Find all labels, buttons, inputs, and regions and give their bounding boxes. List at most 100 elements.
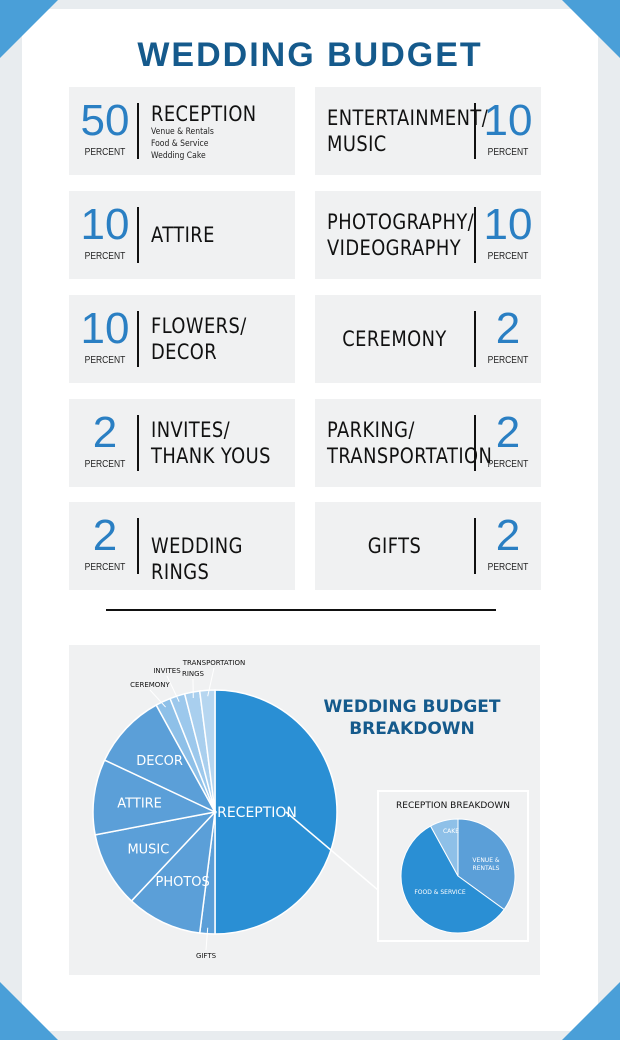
pie-slice: [130, 809, 217, 934]
inset-label: CAKE: [443, 828, 459, 835]
inset-label: VENUE &: [472, 857, 499, 864]
inset-label: FOOD & SERVICE: [414, 889, 466, 896]
percent-label: PERCENT: [84, 251, 126, 262]
budget-card: 10 PERCENT ATTIRE: [69, 191, 295, 279]
corner-decoration: [562, 982, 620, 1040]
pie-leader-line: [207, 667, 215, 697]
pie-label: INVITES: [153, 667, 181, 675]
percent-label: PERCENT: [487, 251, 529, 262]
reception-detail-line: Wedding Cake: [151, 151, 206, 161]
percent-value: 10: [80, 200, 130, 249]
pie-label: ATTIRE: [117, 796, 162, 811]
category-label: WEDDING RINGS: [151, 533, 296, 585]
category-label-line: ENTERTAINMENT/: [327, 106, 489, 130]
pie-label: CEREMONY: [130, 681, 170, 689]
category-label-line: VIDEOGRAPHY: [327, 236, 462, 260]
budget-card: 2 PERCENT CEREMONY: [315, 295, 541, 383]
percent-label: PERCENT: [84, 355, 126, 366]
category-label-line: RECEPTION: [151, 102, 257, 126]
card-separator: [474, 207, 476, 263]
percent-value: 2: [495, 408, 521, 457]
inset-box: [377, 790, 529, 942]
pie-leader-line: [149, 689, 166, 708]
inset-slice: [429, 818, 459, 877]
pie-label: MUSIC: [127, 843, 169, 858]
card-separator: [137, 311, 139, 367]
category-label-line: THANK YOUS: [151, 444, 271, 468]
card-separator: [474, 518, 476, 574]
card-separator: [137, 518, 139, 574]
percent-value: 2: [92, 408, 118, 457]
percent-label: PERCENT: [487, 459, 529, 470]
callout-connector: [285, 811, 379, 891]
chart-title: BREAKDOWN: [349, 719, 475, 739]
inset-slice: [400, 825, 505, 934]
card-separator: [474, 103, 476, 159]
pie-label: RECEPTION: [217, 805, 297, 821]
budget-card: 2 PERCENT GIFTS: [315, 502, 541, 590]
chart-title: WEDDING BUDGET: [323, 697, 500, 717]
category-label: GIFTS: [327, 533, 462, 559]
category-label: CEREMONY: [327, 326, 462, 352]
card-separator: [474, 311, 476, 367]
category-label: RECEPTION: [151, 101, 296, 127]
percent-label: PERCENT: [487, 355, 529, 366]
pie-label: DECOR: [136, 754, 183, 769]
budget-card: 10 PERCENT ENTERTAINMENT/MUSIC: [315, 87, 541, 175]
pie-leader-line: [166, 675, 180, 702]
category-label-line: TRANSPORTATION: [327, 444, 493, 468]
budget-card: 2 PERCENT PARKING/TRANSPORTATION: [315, 399, 541, 487]
percent-value: 2: [92, 511, 118, 560]
category-label-line: PARKING/: [327, 418, 415, 442]
category-label-line: PHOTOGRAPHY/: [327, 210, 475, 234]
budget-card: 10 PERCENT PHOTOGRAPHY/VIDEOGRAPHY: [315, 191, 541, 279]
category-label: PHOTOGRAPHY/VIDEOGRAPHY: [327, 209, 475, 261]
reception-detail-line: Food & Service: [151, 139, 209, 149]
percent-label: PERCENT: [84, 147, 126, 158]
pie-label: TRANSPORTATION: [182, 659, 245, 667]
pie-label: PHOTOS: [156, 875, 210, 890]
page-title: WEDDING BUDGET: [137, 36, 483, 74]
category-label-line: WEDDING RINGS: [151, 534, 243, 584]
budget-card: 50 PERCENT RECEPTION Venue & Rentals Food & …: [69, 87, 295, 175]
category-label-line: CEREMONY: [342, 327, 447, 351]
category-label-line: FLOWERS/: [151, 314, 247, 338]
pie-slice: [92, 759, 218, 836]
pie-slice: [214, 689, 338, 935]
percent-value: 10: [483, 96, 533, 145]
pie-slice: [103, 704, 217, 814]
percent-value: 50: [80, 96, 130, 145]
inset-label: RENTALS: [473, 865, 500, 872]
category-label-line: GIFTS: [367, 534, 422, 558]
card-separator: [137, 207, 139, 263]
card-separator: [474, 415, 476, 471]
category-label-line: DECOR: [151, 340, 218, 364]
corner-decoration: [0, 0, 58, 58]
percent-value: 10: [483, 200, 533, 249]
percent-label: PERCENT: [84, 459, 126, 470]
corner-decoration: [0, 982, 58, 1040]
card-separator: [137, 415, 139, 471]
reception-details: Venue & Rentals Food & Service Wedding Cak…: [151, 126, 214, 162]
corner-decoration: [562, 0, 620, 58]
inset-title: RECEPTION BREAKDOWN: [396, 801, 510, 811]
pie-slice: [94, 810, 218, 902]
percent-label: PERCENT: [487, 147, 529, 158]
category-label: FLOWERS/DECOR: [151, 313, 296, 365]
category-label-line: MUSIC: [327, 132, 387, 156]
card-separator: [137, 103, 139, 159]
pie-label: GIFTS: [196, 952, 217, 960]
budget-card: 10 PERCENT FLOWERS/DECOR: [69, 295, 295, 383]
category-label: INVITES/THANK YOUS: [151, 417, 296, 469]
percent-value: 2: [495, 304, 521, 353]
percent-label: PERCENT: [84, 562, 126, 573]
reception-detail-line: Venue & Rentals: [151, 127, 214, 137]
inset-slice: [457, 818, 516, 911]
percent-value: 2: [495, 511, 521, 560]
category-label-line: INVITES/: [151, 418, 231, 442]
pie-leader-line: [205, 927, 209, 951]
budget-card: 2 PERCENT WEDDING RINGS: [69, 502, 295, 590]
category-label-line: ATTIRE: [151, 223, 215, 247]
percent-value: 10: [80, 304, 130, 353]
